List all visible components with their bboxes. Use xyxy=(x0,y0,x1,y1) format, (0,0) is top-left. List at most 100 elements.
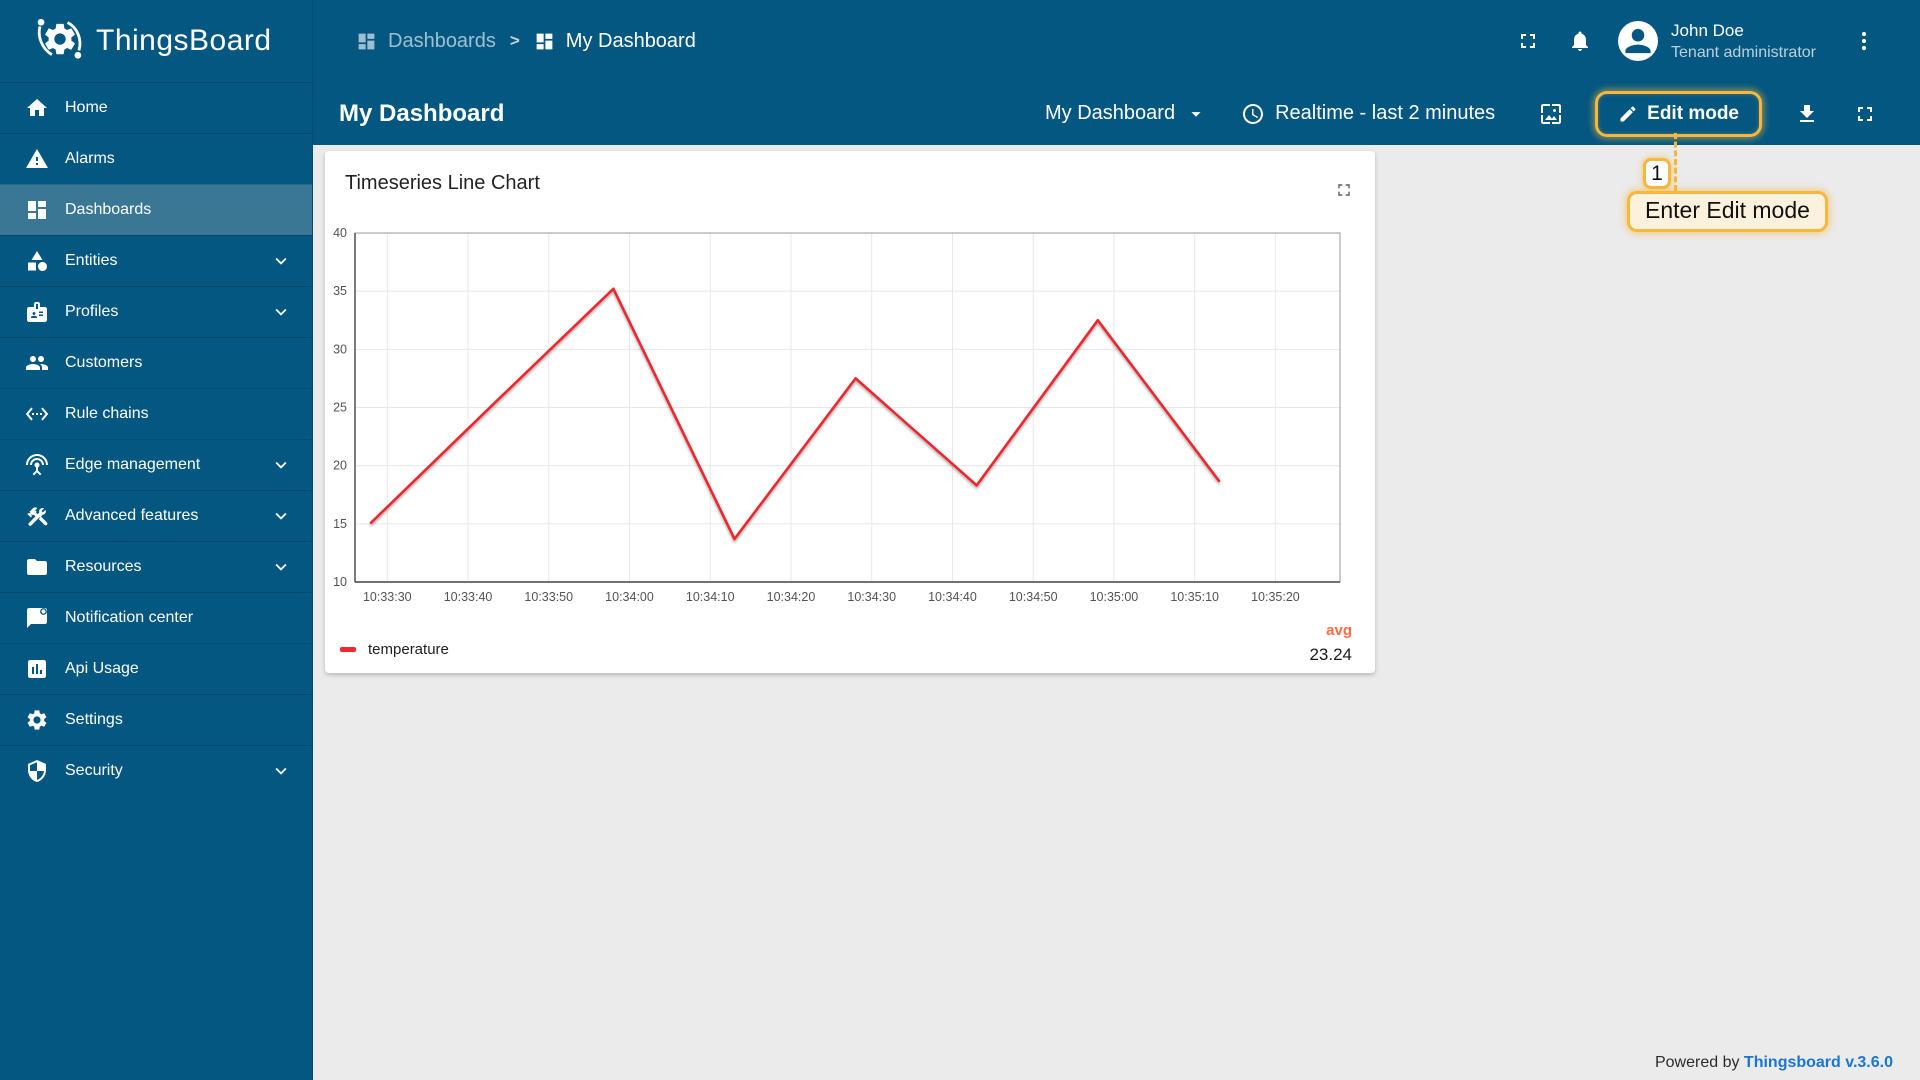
people-icon xyxy=(26,356,48,370)
breadcrumb-dashboards[interactable]: Dashboards xyxy=(356,30,496,53)
sidebar-item-notification-center[interactable]: Notification center xyxy=(0,592,312,643)
svg-text:20: 20 xyxy=(333,459,347,473)
svg-text:10: 10 xyxy=(333,575,347,589)
gear-icon xyxy=(27,710,47,730)
breadcrumb-separator: > xyxy=(509,31,520,50)
svg-text:10:33:30: 10:33:30 xyxy=(363,590,412,604)
sidebar-item-dashboards[interactable]: Dashboards xyxy=(0,184,312,235)
chat-unread-icon xyxy=(27,608,47,628)
sidebar-item-profiles[interactable]: Profiles xyxy=(0,286,312,337)
legend-series-toggle[interactable]: temperature xyxy=(340,641,449,658)
image-wallpaper-icon[interactable] xyxy=(1539,102,1563,126)
svg-text:10:35:10: 10:35:10 xyxy=(1170,590,1219,604)
breadcrumb-current[interactable]: My Dashboard xyxy=(534,30,696,53)
sidebar-item-advanced-features[interactable]: Advanced features xyxy=(0,490,312,541)
chart-legend: temperature avg 23.24 xyxy=(340,609,1352,665)
sidebar-item-resources[interactable]: Resources xyxy=(0,541,312,592)
shield-icon xyxy=(28,760,46,782)
widget-fullscreen-icon[interactable] xyxy=(1334,180,1354,200)
timewindow-button[interactable]: Realtime - last 2 minutes xyxy=(1241,102,1495,126)
badge-icon xyxy=(27,302,47,322)
fullscreen-icon[interactable] xyxy=(1516,29,1540,53)
sidebar-item-label: Home xyxy=(65,99,108,116)
sidebar-item-label: Entities xyxy=(65,252,118,269)
annotation-label: Enter Edit mode xyxy=(1627,191,1828,232)
chevron-down-icon xyxy=(275,308,287,316)
chart-box-icon xyxy=(28,660,46,678)
user-name: John Doe xyxy=(1671,20,1744,40)
header-actions: John Doe Tenant administrator xyxy=(1516,21,1876,62)
home-icon xyxy=(27,99,47,116)
sidebar-item-api-usage[interactable]: Api Usage xyxy=(0,643,312,694)
svg-text:10:34:50: 10:34:50 xyxy=(1009,590,1058,604)
dashboard-content: Timeseries Line Chart 10 15 20 25 30 35 40 10:3… xyxy=(313,145,1920,1080)
sidebar-item-rule-chains[interactable]: Rule chains xyxy=(0,388,312,439)
legend-series-name: temperature xyxy=(368,641,449,658)
sidebar: ThingsBoard Home Alarms Dashboards Entit… xyxy=(0,0,313,1080)
sidebar-item-label: Customers xyxy=(65,354,143,371)
sidebar-item-home[interactable]: Home xyxy=(0,82,312,133)
legend-agg-label[interactable]: avg xyxy=(1326,622,1352,639)
app-title: ThingsBoard xyxy=(96,24,272,57)
sidebar-item-alarms[interactable]: Alarms xyxy=(0,133,312,184)
warning-icon xyxy=(26,149,48,168)
user-role: Tenant administrator xyxy=(1671,43,1816,61)
sidebar-item-edge-management[interactable]: Edge management xyxy=(0,439,312,490)
chevron-down-icon xyxy=(275,461,287,469)
svg-text:10:35:20: 10:35:20 xyxy=(1251,590,1300,604)
sidebar-item-label: Api Usage xyxy=(65,660,139,677)
sidebar-item-label: Edge management xyxy=(65,456,201,473)
chevron-down-icon xyxy=(275,257,287,265)
chevron-down-icon xyxy=(275,512,287,520)
notifications-bell-icon[interactable] xyxy=(1568,29,1592,53)
dropdown-arrow-icon xyxy=(1191,111,1201,117)
app-logo[interactable]: ThingsBoard xyxy=(0,0,312,82)
sidebar-item-label: Rule chains xyxy=(65,405,149,422)
svg-text:40: 40 xyxy=(333,226,347,240)
sidebar-item-label: Notification center xyxy=(65,609,194,626)
svg-text:10:33:40: 10:33:40 xyxy=(444,590,493,604)
user-menu[interactable]: John Doe Tenant administrator xyxy=(1671,21,1816,62)
chevron-down-icon xyxy=(275,563,287,571)
edit-mode-button[interactable]: Edit mode xyxy=(1595,90,1762,137)
timeseries-widget[interactable]: Timeseries Line Chart 10 15 20 25 30 35 40 10:3… xyxy=(325,151,1375,673)
thingsboard-version-link[interactable]: Thingsboard v.3.6.0 xyxy=(1743,1054,1893,1071)
svg-text:10:34:20: 10:34:20 xyxy=(767,590,816,604)
svg-text:10:33:50: 10:33:50 xyxy=(524,590,573,604)
dashboard-icon xyxy=(28,201,46,219)
annotation-step-badge: 1 xyxy=(1643,158,1671,189)
pencil-icon xyxy=(1620,105,1636,121)
svg-text:10:34:10: 10:34:10 xyxy=(686,590,735,604)
svg-text:25: 25 xyxy=(333,401,347,415)
sidebar-item-label: Alarms xyxy=(65,150,115,167)
footer-text: Powered by xyxy=(1654,1054,1744,1071)
dashboard-icon xyxy=(536,33,553,49)
powered-by-footer: Powered by Thingsboard v.3.6.0 xyxy=(1655,1054,1893,1072)
sidebar-item-security[interactable]: Security xyxy=(0,745,312,796)
more-vert-icon[interactable] xyxy=(1852,29,1876,53)
sidebar-item-entities[interactable]: Entities xyxy=(0,235,312,286)
svg-text:10:34:40: 10:34:40 xyxy=(928,590,977,604)
sidebar-item-label: Dashboards xyxy=(65,201,152,218)
legend-aggregation: avg 23.24 xyxy=(1309,622,1352,665)
fullscreen-icon[interactable] xyxy=(1853,102,1877,126)
sidebar-item-label: Advanced features xyxy=(65,507,199,524)
svg-text:35: 35 xyxy=(333,284,347,298)
page-title: My Dashboard xyxy=(339,99,505,127)
sidebar-item-label: Resources xyxy=(65,558,142,575)
chevron-down-icon xyxy=(275,767,287,775)
sidebar-item-customers[interactable]: Customers xyxy=(0,337,312,388)
svg-text:10:35:00: 10:35:00 xyxy=(1090,590,1139,604)
avatar[interactable] xyxy=(1618,21,1659,61)
svg-text:10:34:30: 10:34:30 xyxy=(847,590,896,604)
toolbar-actions: My Dashboard Realtime - last 2 minutes E… xyxy=(1045,90,1877,137)
dashboard-select[interactable]: My Dashboard xyxy=(1045,102,1207,125)
svg-text:15: 15 xyxy=(333,517,347,531)
legend-swatch xyxy=(340,647,356,652)
clock-icon xyxy=(1243,103,1264,124)
annotation-connector-line xyxy=(1674,133,1677,191)
download-icon[interactable] xyxy=(1795,102,1819,126)
top-header: Dashboards > My Dashboard John Doe Tenan… xyxy=(313,0,1920,82)
sidebar-item-settings[interactable]: Settings xyxy=(0,694,312,745)
dashboard-toolbar: My Dashboard My Dashboard Realtime - las… xyxy=(313,82,1920,145)
